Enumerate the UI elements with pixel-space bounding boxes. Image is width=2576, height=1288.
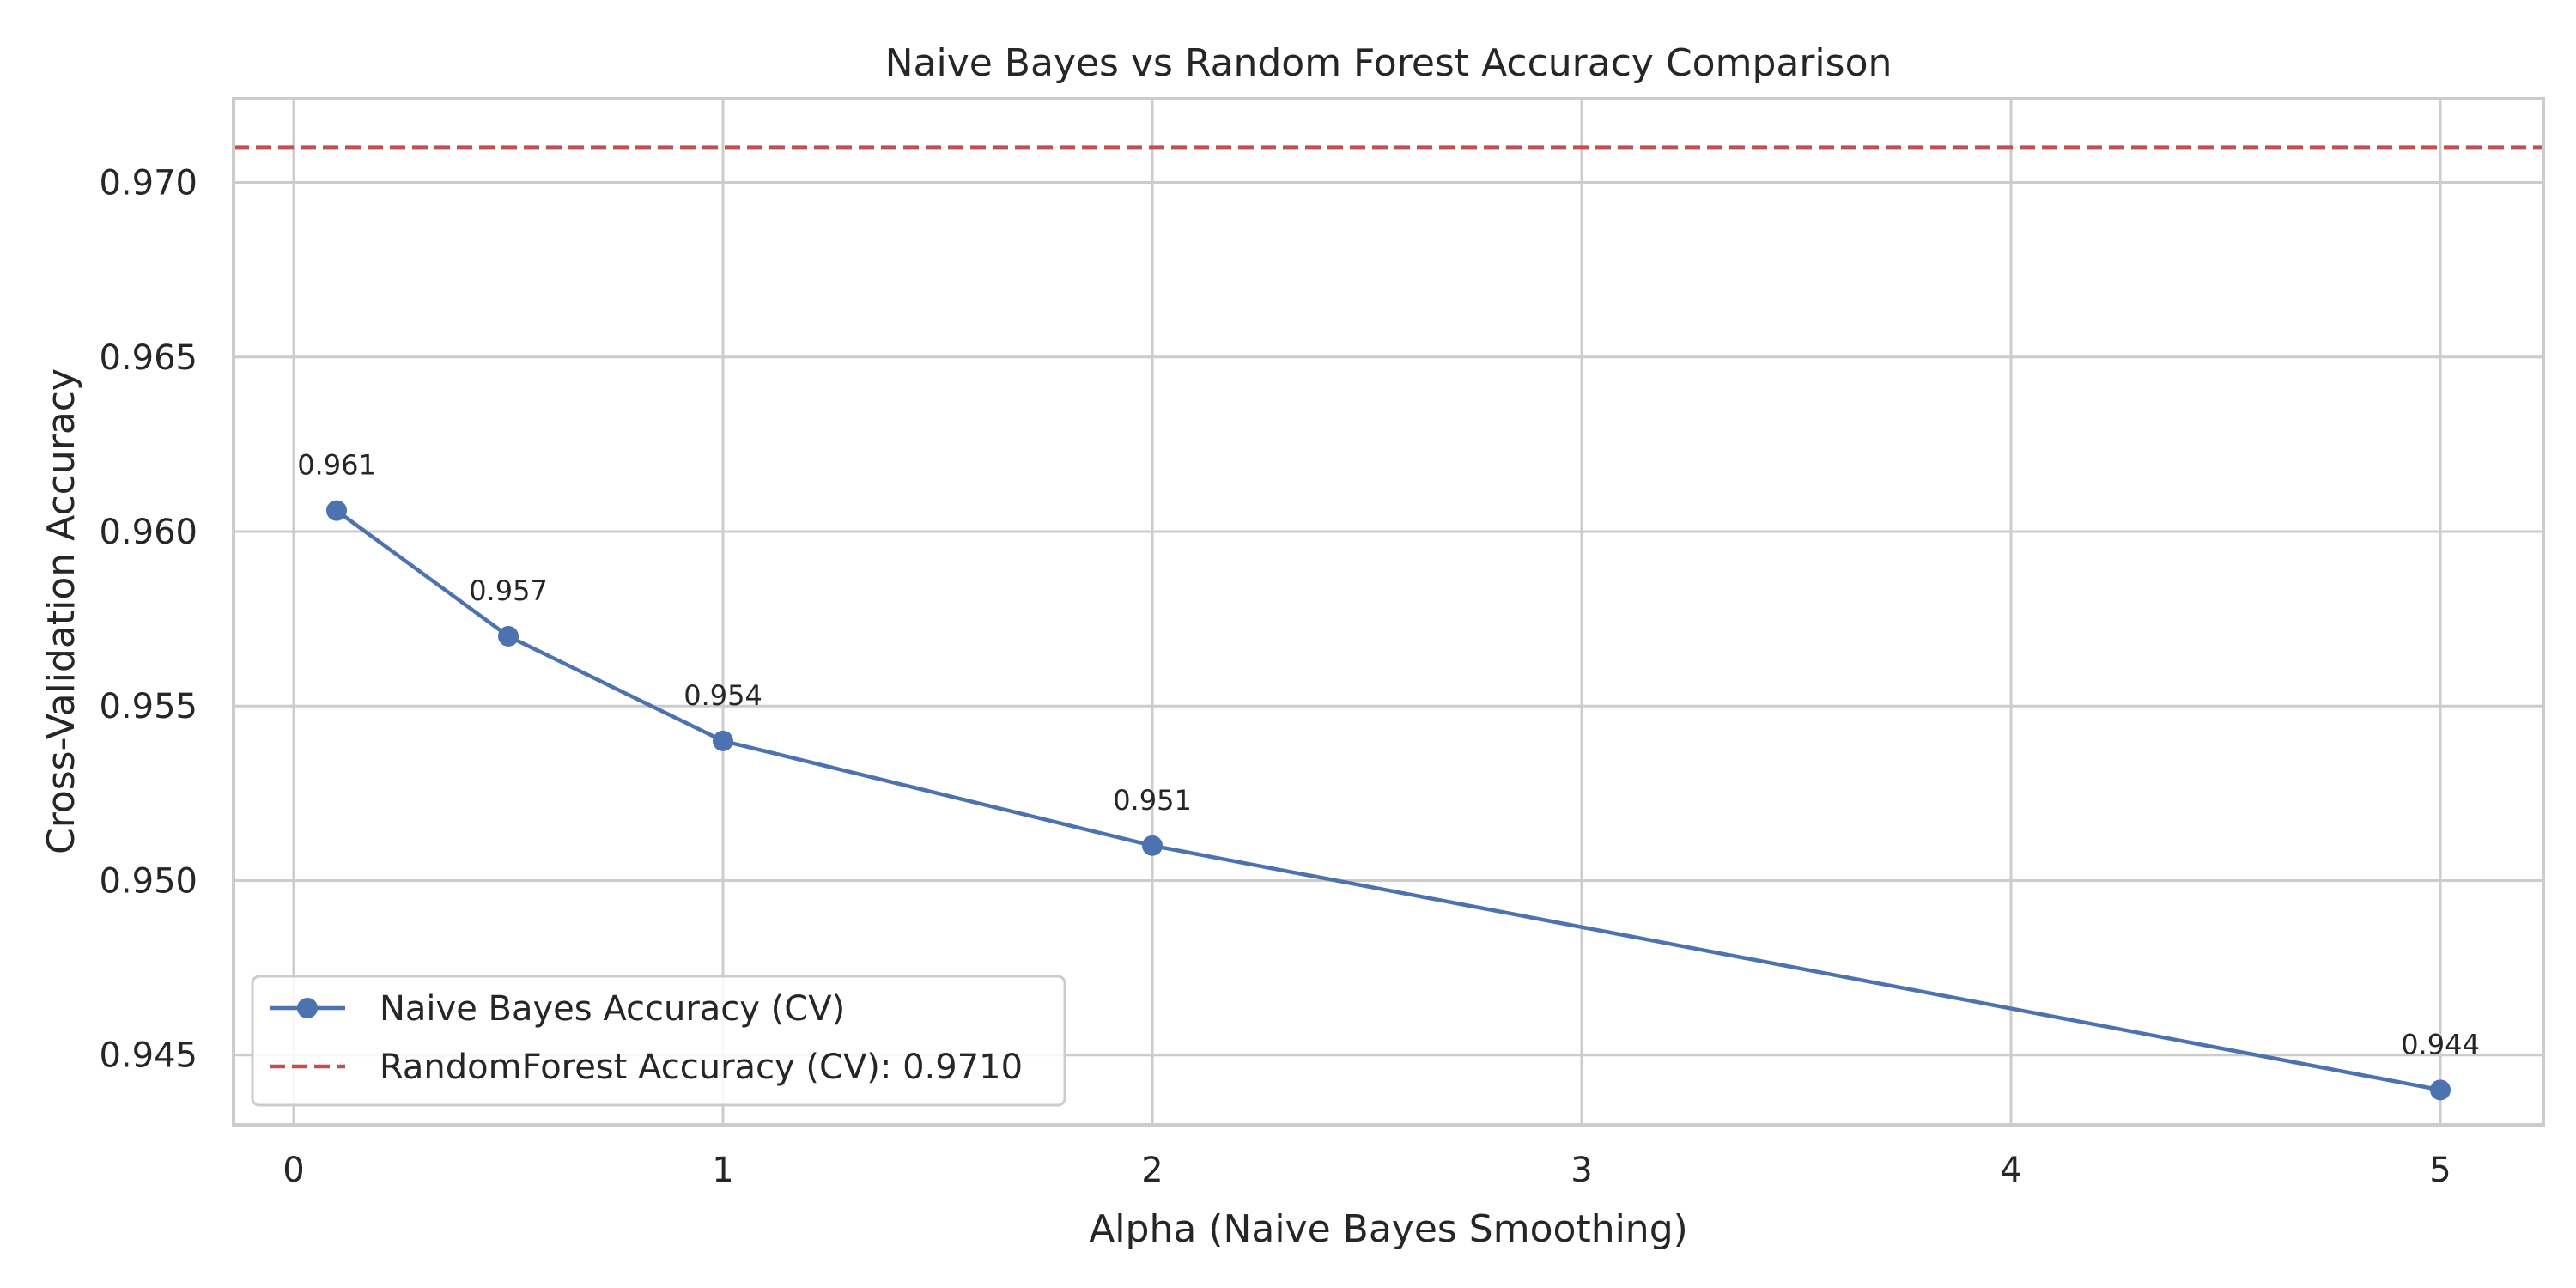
legend-entry-naive-bayes: Naive Bayes Accuracy (CV) — [270, 989, 845, 1029]
plot-frame — [232, 97, 2545, 1127]
y-tick-label-0-955: 0.955 — [99, 687, 197, 726]
x-gridlines — [292, 99, 2442, 1125]
legend-box — [251, 975, 1066, 1107]
x-tick-label-1: 1 — [712, 1151, 733, 1190]
y-tick-label-0-970: 0.970 — [99, 164, 197, 204]
legend-swatch-naive-bayes-marker — [297, 998, 318, 1018]
y-tick-label-0-965: 0.965 — [99, 338, 197, 378]
y-axis-label: Cross-Validation Accuracy — [39, 368, 83, 854]
data-labels: 0.961 0.957 0.954 0.951 0.944 — [297, 449, 2480, 1061]
x-tick-label-5: 5 — [2429, 1151, 2451, 1190]
legend: Naive Bayes Accuracy (CV) RandomForest A… — [251, 975, 1066, 1107]
legend-label-random-forest: RandomForest Accuracy (CV): 0.9710 — [380, 1048, 1023, 1087]
chart-title: Naive Bayes vs Random Forest Accuracy Co… — [885, 41, 1893, 85]
data-label-3: 0.951 — [1113, 784, 1192, 817]
x-axis-label: Alpha (Naive Bayes Smoothing) — [1089, 1207, 1688, 1251]
data-point-0 — [326, 500, 347, 521]
series-layer — [326, 500, 2451, 1101]
x-tick-label-2: 2 — [1141, 1151, 1163, 1190]
legend-label-naive-bayes: Naive Bayes Accuracy (CV) — [380, 989, 845, 1029]
y-tick-label-0-950: 0.950 — [99, 861, 197, 901]
y-gridlines — [234, 181, 2543, 1057]
data-label-2: 0.954 — [683, 679, 762, 712]
data-point-4 — [2430, 1079, 2451, 1101]
y-tick-labels: 0.945 0.950 0.955 0.960 0.965 0.970 — [99, 164, 197, 1076]
data-point-1 — [498, 625, 519, 647]
y-tick-label-0-945: 0.945 — [99, 1036, 197, 1076]
y-tick-label-0-960: 0.960 — [99, 513, 197, 552]
data-label-4: 0.944 — [2401, 1028, 2480, 1060]
x-tick-labels: 0 1 2 3 4 5 — [283, 1151, 2451, 1190]
data-point-2 — [713, 730, 733, 751]
x-tick-label-0: 0 — [283, 1151, 304, 1190]
data-label-1: 0.957 — [469, 574, 548, 607]
data-label-0: 0.961 — [297, 449, 376, 482]
x-tick-label-3: 3 — [1571, 1151, 1592, 1190]
legend-entry-random-forest: RandomForest Accuracy (CV): 0.9710 — [270, 1048, 1023, 1087]
x-tick-label-4: 4 — [2000, 1151, 2021, 1190]
data-point-3 — [1142, 835, 1163, 856]
